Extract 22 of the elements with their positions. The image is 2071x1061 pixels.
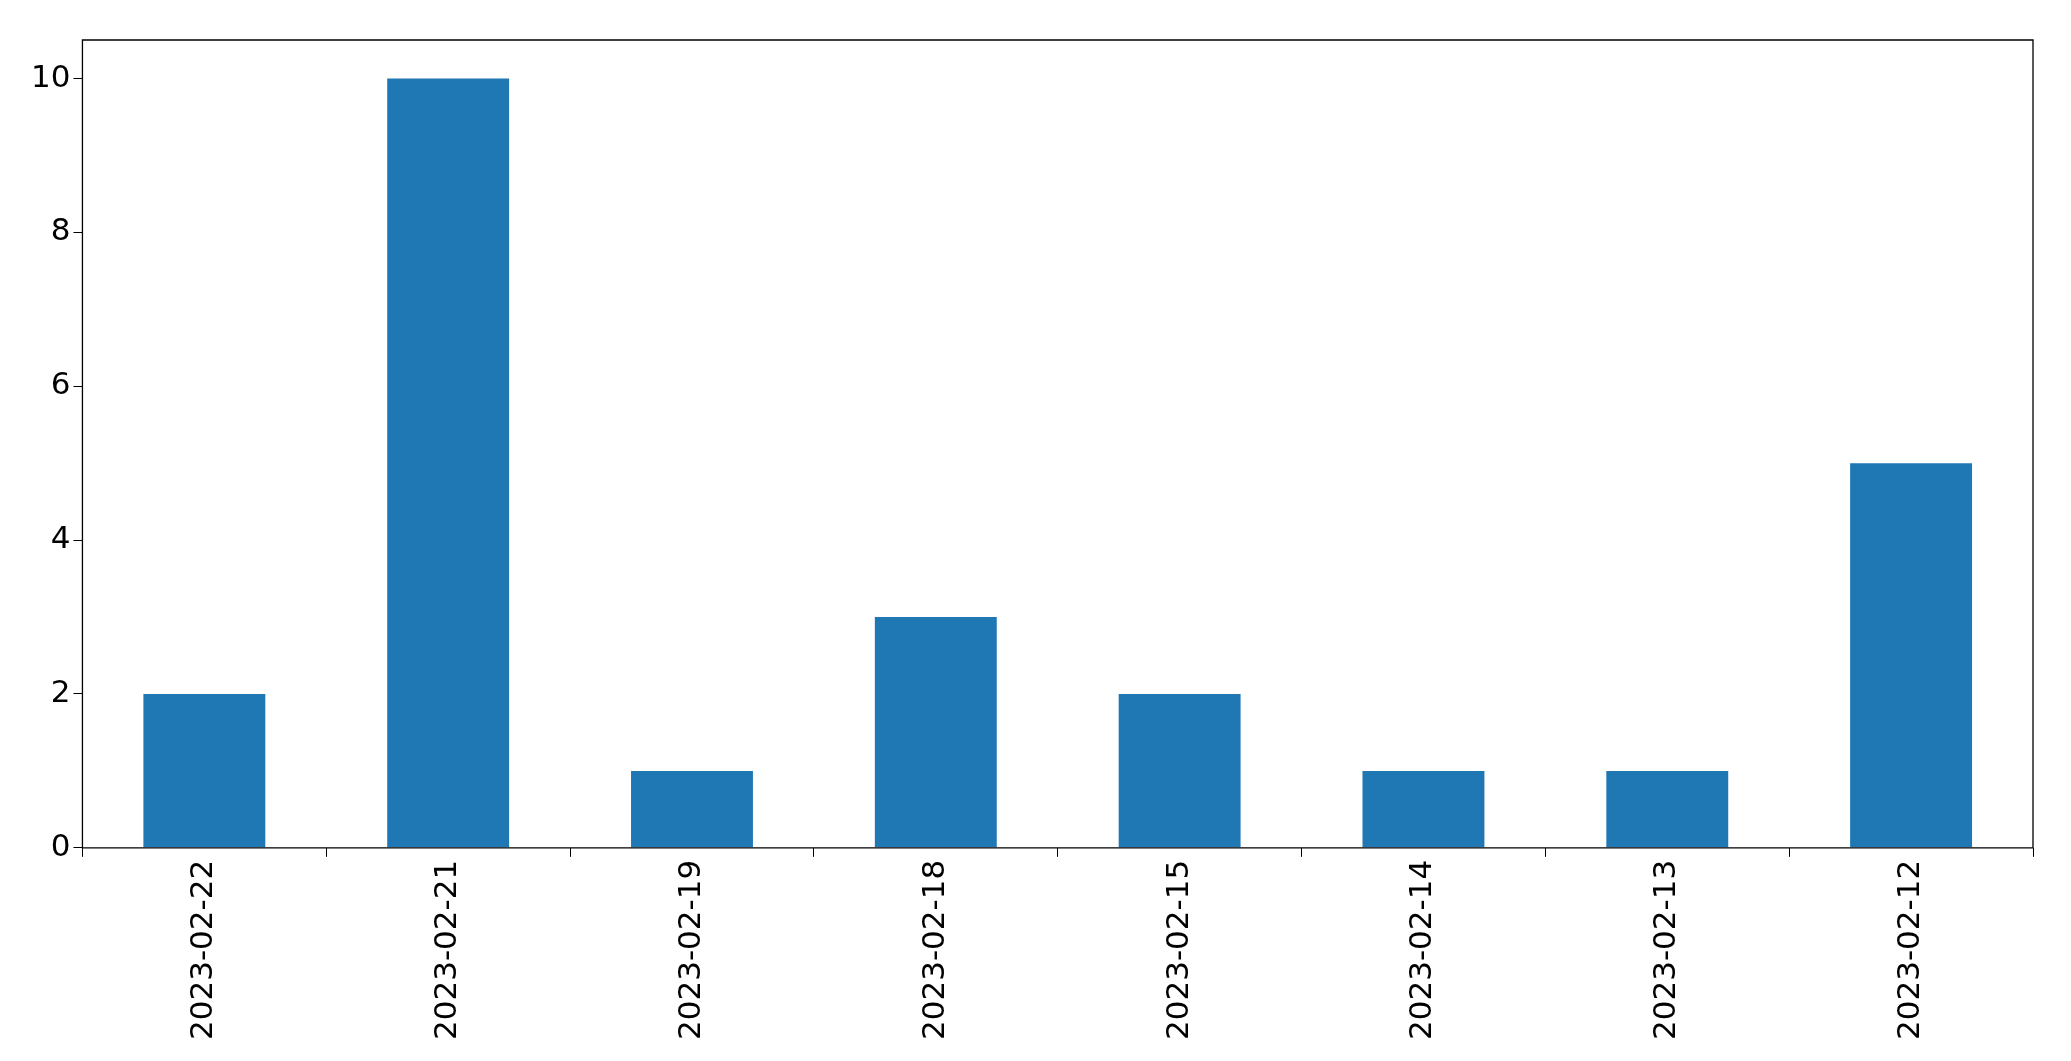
x-tick-label: 2023-02-22 — [183, 859, 220, 1041]
bar — [1850, 463, 1973, 848]
x-tick-label: 2023-02-15 — [1158, 859, 1195, 1041]
y-tick-label: 2 — [50, 673, 71, 710]
x-tick-label: 2023-02-19 — [671, 859, 708, 1041]
x-tick-label: 2023-02-21 — [427, 859, 464, 1041]
bar — [874, 617, 997, 848]
bar — [1606, 770, 1729, 848]
y-tick-label: 0 — [50, 826, 71, 863]
x-tick-label: 2023-02-13 — [1646, 859, 1683, 1041]
bar — [143, 693, 266, 848]
bar — [1118, 693, 1241, 848]
bar — [1362, 770, 1485, 848]
x-tick-label: 2023-02-18 — [914, 859, 951, 1041]
x-tick-label: 2023-02-14 — [1402, 859, 1439, 1041]
y-tick-label: 8 — [50, 211, 71, 248]
y-tick-label: 10 — [30, 57, 71, 94]
bar — [387, 78, 510, 848]
y-tick-label: 6 — [50, 365, 71, 402]
bar — [631, 770, 753, 848]
x-tick-label: 2023-02-12 — [1890, 859, 1927, 1041]
y-tick-label: 4 — [50, 519, 71, 556]
